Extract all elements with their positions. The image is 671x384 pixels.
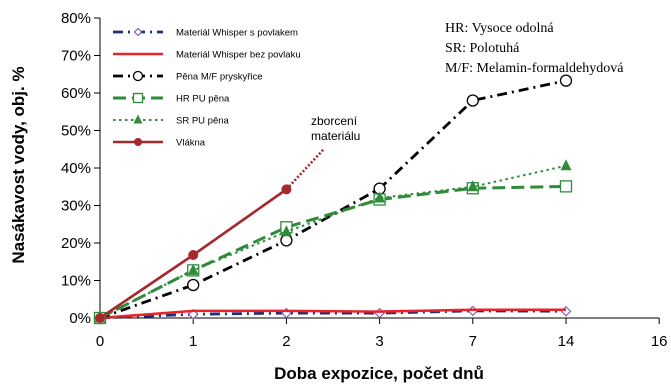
data-point [374, 191, 386, 203]
series-4 [94, 159, 572, 323]
legend-item: Materiál Whisper s povlakem [113, 28, 298, 39]
x-tick-label: 0 [96, 333, 104, 350]
notes-box: HR: Vysoce odolná SR: Polotuhá M/F: Mela… [445, 21, 624, 76]
collapse-annotation: zborcení materiálu [311, 114, 360, 143]
legend-item: HR PU pěna [113, 92, 230, 105]
data-point [281, 184, 292, 195]
series-line [99, 184, 567, 320]
series-5 [95, 148, 325, 323]
data-point [133, 27, 143, 37]
series-line [99, 308, 566, 320]
axes: 0% 10% 20% 30% 40% 50% 60% 70% 80% 0 1 2 3 7 14 16 [61, 10, 668, 350]
series-extension [285, 148, 325, 191]
y-tick-label: 80% [61, 10, 91, 27]
y-axis-title: Nasákavost vody, obj. % [9, 66, 28, 263]
data-point [95, 313, 105, 323]
x-tick-label: 3 [375, 333, 383, 350]
legend-label: Materiál Whisper s povlakem [176, 28, 298, 39]
legend-item: SR PU pěna [113, 114, 230, 127]
data-point [467, 180, 479, 192]
x-tick-label: 2 [282, 333, 290, 350]
legend-label: Pěna M/F pryskyřice [176, 72, 263, 83]
data-point [132, 92, 144, 104]
legend-label: Vlákna [176, 138, 206, 149]
series-line [99, 164, 567, 319]
legend: Materiál Whisper s povlakem Materiál Whis… [113, 28, 301, 149]
data-point [134, 138, 142, 146]
series-2 [93, 74, 573, 325]
legend-item: Materiál Whisper bez povlaku [113, 50, 301, 61]
x-tick-label: 16 [651, 333, 668, 350]
x-tick-label: 7 [469, 333, 477, 350]
data-point [187, 278, 200, 292]
series-3 [93, 180, 573, 325]
legend-item: Pěna M/F pryskyřice [113, 70, 263, 83]
legend-label: HR PU pěna [176, 94, 230, 105]
y-tick-label: 10% [61, 273, 91, 290]
legend-label: Materiál Whisper bez povlaku [176, 50, 301, 61]
data-point [187, 263, 199, 275]
note-mf: M/F: Melamin-formaldehydová [445, 61, 624, 76]
annotation-line-2: materiálu [311, 129, 360, 143]
data-point [132, 70, 144, 82]
x-tick-label: 14 [558, 333, 575, 350]
series-1 [99, 308, 566, 320]
annotation-line-1: zborcení [311, 114, 358, 128]
x-tick-label: 1 [189, 333, 197, 350]
data-point [560, 159, 572, 171]
note-sr: SR: Polotuhá [445, 41, 520, 56]
y-tick-label: 20% [61, 235, 91, 252]
data-point [560, 305, 572, 317]
data-point [559, 180, 573, 193]
data-point [559, 74, 573, 87]
series-line [99, 79, 567, 320]
legend-item: Vlákna [113, 138, 206, 149]
y-tick-label: 50% [61, 123, 91, 140]
note-hr: HR: Vysoce odolná [445, 21, 554, 36]
data-point [133, 114, 143, 124]
y-tick-label: 0% [69, 310, 91, 327]
series-layer [93, 74, 573, 325]
data-point [280, 234, 293, 247]
data-point [374, 307, 385, 319]
data-point [188, 250, 199, 260]
x-axis-title: Doba expozice, počet dnů [274, 364, 484, 383]
y-tick-label: 30% [61, 198, 91, 215]
data-point [466, 94, 479, 107]
y-tick-label: 70% [61, 48, 91, 65]
legend-label: SR PU pěna [176, 116, 230, 127]
y-tick-label: 40% [61, 160, 91, 177]
y-tick-label: 60% [61, 85, 91, 102]
data-point [280, 225, 292, 237]
